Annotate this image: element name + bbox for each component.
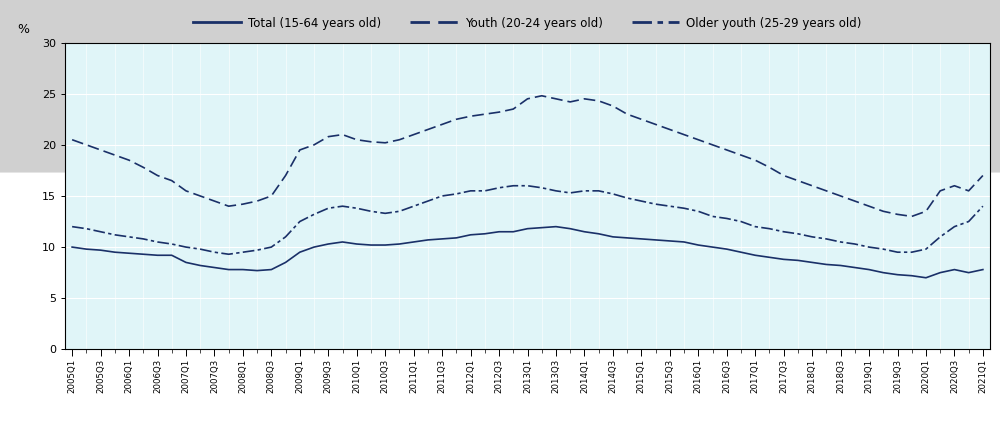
Legend: Total (15-64 years old), Youth (20-24 years old), Older youth (25-29 years old): Total (15-64 years old), Youth (20-24 ye… [186, 9, 869, 37]
Y-axis label: %: % [17, 23, 29, 37]
